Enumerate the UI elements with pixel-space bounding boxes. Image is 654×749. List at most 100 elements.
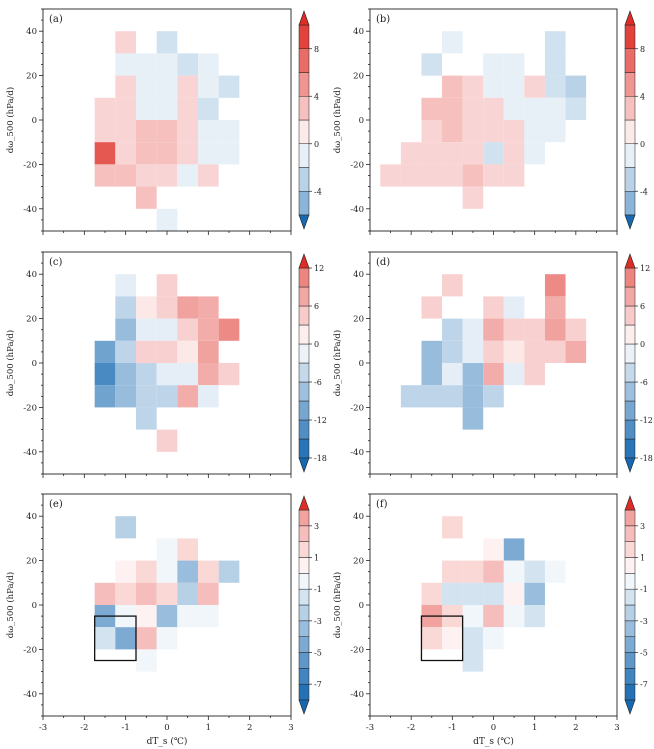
y-tick-label: 40: [353, 270, 364, 280]
x-tick-label: -2: [80, 723, 88, 733]
colorbar-tick-label: 3: [314, 522, 319, 531]
heatmap-cell: [198, 75, 219, 98]
heatmap-cell: [565, 75, 587, 98]
heatmap-cell: [156, 31, 178, 54]
heatmap-cell: [136, 649, 157, 672]
heatmap-cell: [483, 164, 504, 187]
heatmap-cell: [503, 560, 525, 583]
colorbar-segment: [298, 119, 310, 144]
colorbar-segment: [298, 267, 310, 288]
colorbar-extend-min: [298, 457, 310, 473]
y-tick-label: 0: [32, 359, 37, 369]
heatmap-cell: [462, 318, 484, 341]
heatmap-cell: [442, 164, 463, 187]
heatmap-cell: [462, 627, 484, 650]
colorbar-tick-label: -6: [314, 378, 322, 387]
y-tick-label: -40: [350, 448, 364, 458]
y-tick-label: 20: [26, 315, 37, 325]
colorbar-segment: [298, 143, 310, 168]
heatmap-cell: [177, 560, 198, 583]
heatmap-cell: [483, 340, 504, 363]
colorbar-extend-min: [298, 214, 310, 230]
heatmap-cell: [177, 385, 198, 408]
heatmap-cell: [462, 649, 484, 672]
heatmap-cell: [544, 31, 566, 54]
heatmap-cell: [442, 363, 463, 386]
colorbar-segment: [624, 604, 636, 622]
heatmap-cell: [115, 582, 136, 605]
heatmap-cell: [462, 582, 484, 605]
colorbar-tick-label: 12: [640, 264, 650, 273]
heatmap-cell: [156, 296, 178, 319]
colorbar-segment: [624, 381, 636, 402]
colorbar-tick-label: -18: [640, 454, 653, 463]
heatmap-cell: [503, 164, 525, 187]
heatmap-cell: [503, 142, 525, 165]
heatmap-cell: [136, 318, 157, 341]
heatmap-cell: [177, 363, 198, 386]
colorbar-segment: [298, 400, 310, 421]
colorbar-segment: [624, 588, 636, 606]
colorbar-tick-label: -4: [640, 187, 648, 196]
heatmap-cell: [156, 429, 178, 452]
colorbar-tick-label: -7: [314, 680, 322, 689]
heatmap-cell: [462, 385, 484, 408]
y-axis-label: dω_500 (hPa/d): [332, 572, 343, 638]
colorbar-tick-label: 1: [640, 554, 645, 563]
heatmap-cell: [115, 274, 136, 297]
colorbar-tick-label: 6: [314, 302, 319, 311]
heatmap-cell: [115, 31, 136, 54]
colorbar-tick-label: -1: [640, 585, 648, 594]
heatmap-cell: [218, 560, 240, 583]
heatmap-cell: [177, 164, 198, 187]
y-axis-label: dω_500 (hPa/d): [5, 572, 16, 638]
panel-label: (a): [49, 14, 63, 25]
colorbar-tick-label: 3: [640, 522, 645, 531]
heatmap-cell: [483, 318, 504, 341]
heatmap-cell: [156, 208, 178, 231]
heatmap-cell: [115, 560, 136, 583]
y-tick-label: -20: [350, 160, 364, 170]
heatmap-cell: [421, 164, 443, 187]
heatmap-cell: [442, 142, 463, 165]
y-tick-label: 40: [26, 512, 37, 522]
y-tick-label: 20: [353, 72, 364, 82]
colorbar-segment: [624, 557, 636, 574]
colorbar-tick-label: 0: [314, 340, 319, 349]
colorbar-extend-min: [298, 699, 310, 715]
heatmap-cell: [462, 363, 484, 386]
colorbar-tick-label: -5: [314, 649, 322, 658]
heatmap-cell: [156, 560, 178, 583]
heatmap-cell: [198, 340, 219, 363]
heatmap-cell: [544, 75, 566, 98]
heatmap-cell: [400, 385, 422, 408]
heatmap-cell: [483, 142, 504, 165]
heatmap-cell: [177, 75, 198, 98]
heatmap-cell: [156, 75, 178, 98]
colorbar-segment: [624, 438, 636, 459]
heatmap-cell: [503, 318, 525, 341]
heatmap-cell: [483, 385, 504, 408]
y-tick-label: -40: [23, 205, 37, 215]
colorbar-segment: [298, 48, 310, 73]
heatmap-cell: [462, 120, 484, 143]
heatmap-cell: [218, 75, 240, 98]
colorbar-segment: [624, 191, 636, 216]
colorbar-tick-label: -1: [314, 585, 322, 594]
colorbar-tick-label: -5: [640, 649, 648, 658]
colorbar-tick-label: -4: [314, 187, 322, 196]
colorbar-segment: [298, 419, 310, 440]
colorbar: -18 -12 -6 0 6 12: [298, 253, 327, 473]
heatmap-cell: [524, 75, 545, 98]
y-tick-label: 20: [353, 315, 364, 325]
heatmap-cell: [462, 407, 484, 430]
heatmap-cell: [565, 97, 587, 120]
heatmap-cell: [503, 538, 525, 561]
heatmap-cell: [198, 385, 219, 408]
heatmap-cell: [503, 340, 525, 363]
heatmap-cell: [421, 340, 443, 363]
heatmap-cell: [524, 97, 545, 120]
heatmap-cell: [177, 538, 198, 561]
heatmap-cell: [115, 627, 136, 650]
heatmap-cell: [442, 340, 463, 363]
